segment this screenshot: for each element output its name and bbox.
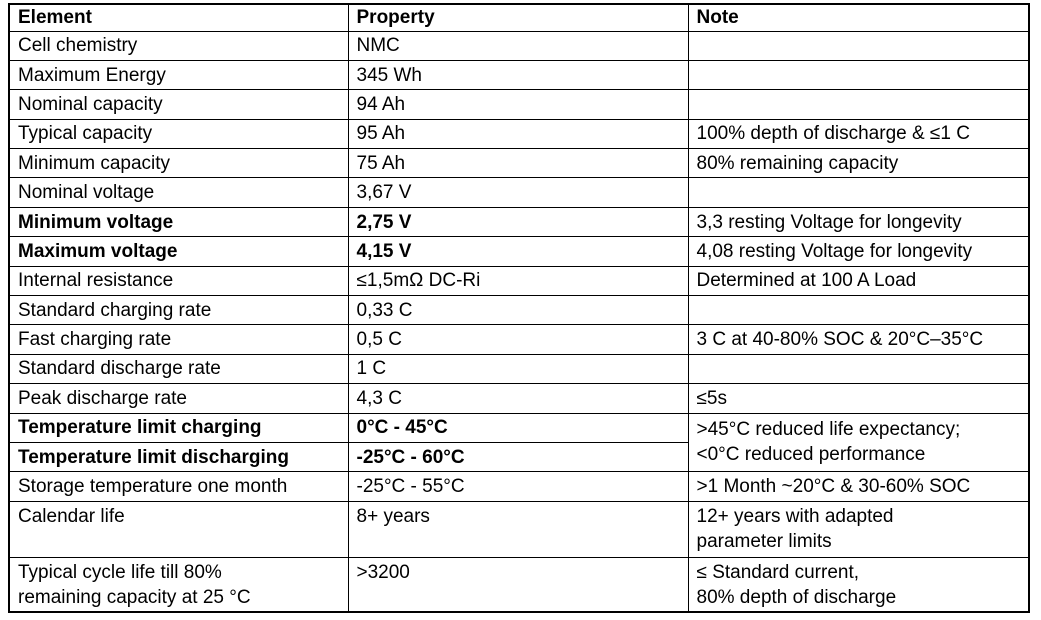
cell-note-merged: >45°C reduced life expectancy; <0°C redu… bbox=[687, 412, 1030, 473]
cell-note: 4,08 resting Voltage for longevity bbox=[687, 236, 1030, 267]
table-row-peak-discharge-rate: Peak discharge rate 4,3 C ≤5s bbox=[8, 383, 1030, 414]
cell-property: 345 Wh bbox=[347, 59, 689, 91]
cell-property: 75 Ah bbox=[347, 148, 689, 179]
cell-property: 4,15 V bbox=[347, 236, 689, 267]
cell-element: Cell chemistry bbox=[8, 30, 349, 61]
cell-property: 0°C - 45°C bbox=[347, 412, 689, 443]
cell-element: Minimum voltage bbox=[8, 206, 349, 238]
cell-element: Internal resistance bbox=[8, 265, 349, 297]
cell-note: 100% depth of discharge & ≤1 C bbox=[687, 118, 1030, 150]
cell-property: 0,5 C bbox=[347, 324, 689, 355]
table-row-storage-temperature: Storage temperature one month -25°C - 55… bbox=[8, 471, 1030, 502]
table-row-minimum-voltage: Minimum voltage 2,75 V 3,3 resting Volta… bbox=[8, 206, 1030, 238]
cell-element: Maximum voltage bbox=[8, 236, 349, 267]
cell-element: Calendar life bbox=[8, 500, 349, 558]
cell-property: >3200 bbox=[347, 556, 689, 613]
table-row-maximum-voltage: Maximum voltage 4,15 V 4,08 resting Volt… bbox=[8, 236, 1030, 267]
cell-property: ≤1,5mΩ DC-Ri bbox=[347, 265, 689, 297]
col-header-property: Property bbox=[347, 3, 689, 32]
table-row-fast-charging-rate: Fast charging rate 0,5 C 3 C at 40-80% S… bbox=[8, 324, 1030, 355]
cell-note bbox=[687, 295, 1030, 326]
cell-element: Nominal voltage bbox=[8, 177, 349, 208]
cell-property: 4,3 C bbox=[347, 383, 689, 414]
cell-property: -25°C - 55°C bbox=[347, 471, 689, 502]
cell-element: Standard charging rate bbox=[8, 295, 349, 326]
cell-property: -25°C - 60°C bbox=[347, 441, 689, 473]
cell-note: ≤ Standard current, 80% depth of dischar… bbox=[687, 556, 1030, 613]
cell-element: Temperature limit discharging bbox=[8, 441, 349, 473]
cell-element: Standard discharge rate bbox=[8, 353, 349, 385]
cell-property: 3,67 V bbox=[347, 177, 689, 208]
table-row-minimum-capacity: Minimum capacity 75 Ah 80% remaining cap… bbox=[8, 148, 1030, 179]
cell-element: Temperature limit charging bbox=[8, 412, 349, 443]
cell-element: Peak discharge rate bbox=[8, 383, 349, 414]
table-row-internal-resistance: Internal resistance ≤1,5mΩ DC-Ri Determi… bbox=[8, 265, 1030, 297]
cell-note: >1 Month ~20°C & 30-60% SOC bbox=[687, 471, 1030, 502]
cell-note bbox=[687, 30, 1030, 61]
table-row-temperature-limit-charging: Temperature limit charging 0°C - 45°C >4… bbox=[8, 412, 1030, 473]
cell-element: Typical cycle life till 80% remaining ca… bbox=[8, 556, 349, 613]
cell-note: ≤5s bbox=[687, 383, 1030, 414]
col-header-note: Note bbox=[687, 3, 1030, 32]
cell-property: 2,75 V bbox=[347, 206, 689, 238]
table-row-typical-cycle-life: Typical cycle life till 80% remaining ca… bbox=[8, 556, 1030, 613]
cell-note bbox=[687, 353, 1030, 385]
table-row-maximum-energy: Maximum Energy 345 Wh bbox=[8, 59, 1030, 91]
cell-element: Fast charging rate bbox=[8, 324, 349, 355]
cell-note: 80% remaining capacity bbox=[687, 148, 1030, 179]
cell-property: 1 C bbox=[347, 353, 689, 385]
cell-note: 12+ years with adapted parameter limits bbox=[687, 500, 1030, 558]
table-row-cell-chemistry: Cell chemistry NMC bbox=[8, 30, 1030, 61]
cell-element: Storage temperature one month bbox=[8, 471, 349, 502]
cell-element: Nominal capacity bbox=[8, 89, 349, 120]
cell-note: Determined at 100 A Load bbox=[687, 265, 1030, 297]
cell-property: 94 Ah bbox=[347, 89, 689, 120]
header-row: Element Property Note bbox=[8, 3, 1030, 32]
table-row-standard-discharge-rate: Standard discharge rate 1 C bbox=[8, 353, 1030, 385]
spec-table: Element Property Note Cell chemistry NMC… bbox=[8, 3, 1030, 614]
cell-element: Typical capacity bbox=[8, 118, 349, 150]
table-row-temperature-limit-discharging: Temperature limit discharging -25°C - 60… bbox=[8, 441, 1029, 473]
cell-property: 8+ years bbox=[347, 500, 689, 558]
cell-property: NMC bbox=[347, 30, 689, 61]
cell-note bbox=[687, 89, 1030, 120]
table-row-nominal-capacity: Nominal capacity 94 Ah bbox=[8, 89, 1030, 120]
cell-element: Maximum Energy bbox=[8, 59, 349, 91]
col-header-element: Element bbox=[8, 3, 349, 32]
cell-note bbox=[687, 59, 1030, 91]
cell-note: 3 C at 40-80% SOC & 20°C–35°C bbox=[687, 324, 1030, 355]
cell-property: 95 Ah bbox=[347, 118, 689, 150]
table-row-standard-charging-rate: Standard charging rate 0,33 C bbox=[8, 295, 1030, 326]
table-row-nominal-voltage: Nominal voltage 3,67 V bbox=[8, 177, 1030, 208]
cell-element: Minimum capacity bbox=[8, 148, 349, 179]
cell-note: 3,3 resting Voltage for longevity bbox=[687, 206, 1030, 238]
table-row-typical-capacity: Typical capacity 95 Ah 100% depth of dis… bbox=[8, 118, 1030, 150]
table-row-calendar-life: Calendar life 8+ years 12+ years with ad… bbox=[8, 500, 1030, 558]
cell-property: 0,33 C bbox=[347, 295, 689, 326]
cell-note bbox=[687, 177, 1030, 208]
